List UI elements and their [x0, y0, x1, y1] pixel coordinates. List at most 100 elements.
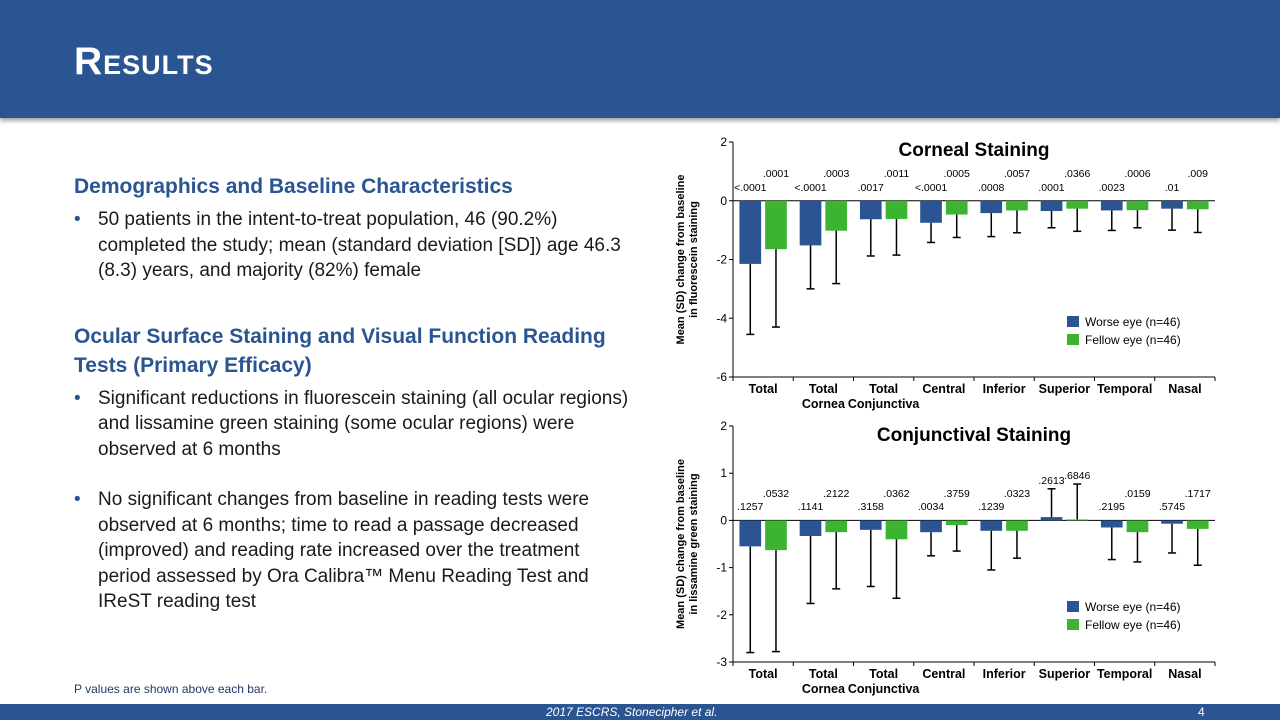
p-value-label: .0366 — [1064, 168, 1090, 180]
x-category-label: Total — [749, 382, 778, 396]
x-category-label: Superior — [1039, 667, 1091, 681]
bar — [920, 520, 942, 533]
y-tick-label: 0 — [720, 513, 727, 527]
x-category-label: Total — [749, 667, 778, 681]
bar — [739, 200, 762, 264]
x-category-label: Conjunctiva — [848, 397, 921, 411]
bar — [1161, 520, 1183, 524]
bullet-icon: • — [74, 387, 81, 409]
p-value-label: .0057 — [1004, 168, 1030, 180]
y-tick-label: 2 — [720, 419, 727, 433]
x-category-label: Cornea — [802, 682, 846, 696]
bar — [1040, 517, 1063, 521]
x-category-label: Temporal — [1097, 382, 1152, 396]
bar — [1126, 200, 1149, 211]
x-category-label: Total — [809, 382, 838, 396]
legend-swatch — [1067, 316, 1079, 327]
bar — [1100, 200, 1123, 211]
bar — [945, 200, 968, 215]
bar — [765, 200, 787, 250]
chart-title: Corneal Staining — [899, 140, 1050, 161]
y-tick-label: -4 — [716, 311, 727, 325]
x-category-label: Total — [869, 667, 898, 681]
x-category-label: Total — [869, 382, 898, 396]
p-value-label: .0034 — [918, 501, 944, 513]
p-value-footnote: P values are shown above each bar. — [74, 682, 268, 696]
y-tick-label: -3 — [716, 655, 727, 669]
p-value-label: .2613 — [1038, 475, 1064, 487]
p-value-label: .01 — [1165, 182, 1180, 194]
p-value-label: .009 — [1188, 168, 1209, 180]
bar — [1066, 200, 1089, 209]
staining-text: Significant reductions in fluorescein st… — [98, 387, 629, 460]
p-value-label: .1141 — [798, 501, 824, 513]
bar — [739, 520, 762, 547]
bar — [799, 200, 822, 246]
x-category-label: Conjunctiva — [848, 682, 921, 696]
y-tick-label: -1 — [716, 561, 727, 575]
bar — [885, 200, 908, 219]
reading-text: No significant changes from baseline in … — [98, 489, 590, 612]
bar — [1186, 520, 1209, 529]
bar — [799, 520, 822, 536]
bar — [1006, 200, 1028, 211]
p-value-label: <.0001 — [915, 182, 948, 194]
p-value-label: .0003 — [823, 168, 849, 180]
bar — [1186, 200, 1209, 210]
x-category-label: Inferior — [983, 667, 1026, 681]
p-value-label: .2195 — [1099, 501, 1125, 513]
p-value-label: <.0001 — [794, 182, 827, 194]
x-category-label: Nasal — [1168, 667, 1201, 681]
p-value-label: .3759 — [944, 488, 970, 500]
reading-bullet: • No significant changes from baseline i… — [74, 487, 634, 615]
bar — [765, 520, 787, 551]
x-category-label: Inferior — [983, 382, 1026, 396]
x-category-label: Temporal — [1097, 667, 1152, 681]
bar — [1126, 520, 1149, 533]
legend-swatch — [1067, 619, 1079, 630]
y-tick-label: 1 — [720, 466, 727, 480]
bar — [1100, 520, 1123, 528]
x-category-label: Total — [809, 667, 838, 681]
bar — [1066, 519, 1089, 521]
p-value-label: .5745 — [1159, 501, 1185, 513]
p-value-label: .0011 — [884, 168, 910, 180]
y-tick-label: -6 — [716, 370, 727, 384]
x-category-label: Superior — [1039, 382, 1091, 396]
bullet-icon: • — [74, 489, 81, 510]
bullet-icon: • — [74, 209, 81, 230]
bar — [980, 520, 1003, 531]
staining-heading: Ocular Surface Staining and Visual Funct… — [74, 324, 606, 377]
y-axis-label: Mean (SD) change from baseline — [675, 175, 687, 345]
p-value-label: .0159 — [1124, 488, 1150, 500]
demographics-bullet: • 50 patients in the intent-to-treat pop… — [74, 207, 634, 284]
y-axis-label: in lissamine green staining — [688, 473, 700, 614]
bar — [1040, 200, 1063, 212]
x-category-label: Nasal — [1168, 382, 1201, 396]
footer-bar: 2017 ESCRS, Stonecipher et al. 4 — [0, 704, 1280, 720]
bar — [825, 200, 848, 231]
title-bar: Results — [0, 0, 1280, 118]
y-tick-label: 0 — [720, 194, 727, 208]
bar — [885, 520, 908, 540]
left-column: Demographics and Baseline Characteristic… — [74, 172, 634, 615]
p-value-label: .0017 — [858, 182, 884, 194]
legend-label: Fellow eye (n=46) — [1085, 333, 1181, 347]
p-value-label: .0023 — [1099, 182, 1125, 194]
p-value-label: .0005 — [944, 168, 970, 180]
p-value-label: .0006 — [1124, 168, 1150, 180]
y-tick-label: -2 — [716, 253, 727, 267]
demographics-heading: Demographics and Baseline Characteristic… — [74, 175, 513, 198]
p-value-label: .1239 — [978, 501, 1004, 513]
citation: 2017 ESCRS, Stonecipher et al. — [546, 705, 718, 719]
p-value-label: .0362 — [883, 488, 909, 500]
legend-swatch — [1067, 601, 1079, 612]
p-value-label: <.0001 — [734, 182, 767, 194]
p-value-label: .6846 — [1064, 470, 1090, 482]
p-value-label: .1257 — [737, 501, 763, 513]
p-value-label: .0001 — [763, 168, 789, 180]
y-axis-label: in fluorescein staining — [688, 201, 700, 318]
y-tick-label: -2 — [716, 608, 727, 622]
bar — [825, 520, 848, 533]
y-axis-label: Mean (SD) change from baseline — [675, 459, 687, 629]
